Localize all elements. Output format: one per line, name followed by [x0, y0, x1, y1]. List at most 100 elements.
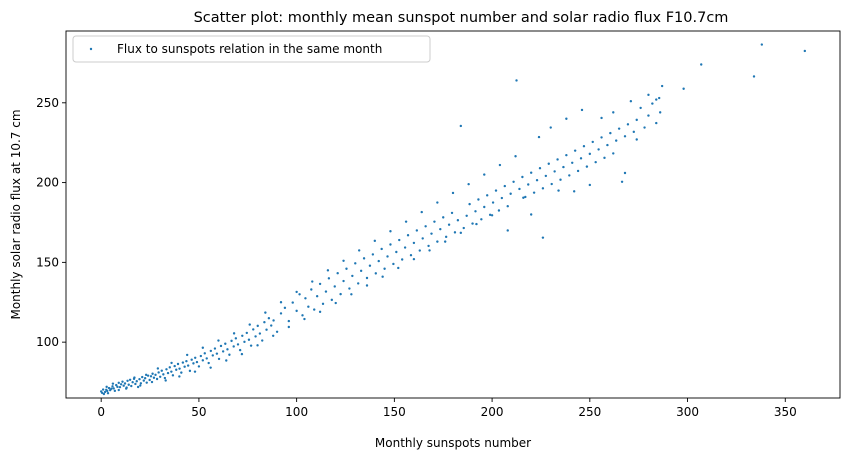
- data-point: [111, 382, 115, 385]
- data-point: [615, 139, 618, 142]
- data-point: [603, 156, 606, 160]
- data-point: [287, 325, 291, 329]
- data-point: [404, 220, 408, 223]
- data-point: [157, 371, 160, 374]
- data-point: [389, 243, 392, 246]
- data-point: [209, 366, 212, 369]
- data-point: [467, 182, 470, 186]
- chart-title: Scatter plot: monthly mean sunspot numbe…: [194, 10, 729, 26]
- data-point: [145, 381, 148, 384]
- data-point: [803, 49, 807, 53]
- data-point: [565, 117, 568, 120]
- data-point: [230, 339, 233, 343]
- data-point: [207, 361, 210, 365]
- data-point: [236, 343, 240, 346]
- data-point: [166, 371, 170, 375]
- data-point: [121, 380, 124, 383]
- data-point: [342, 259, 345, 262]
- x-tick-label: 0: [97, 405, 105, 419]
- data-point: [134, 382, 137, 386]
- data-point: [232, 345, 235, 348]
- data-point: [261, 339, 264, 342]
- data-point: [163, 376, 167, 380]
- legend-label: Flux to sunspots relation in the same mo…: [117, 42, 382, 56]
- data-point: [573, 149, 577, 152]
- data-point: [234, 337, 238, 340]
- data-point: [324, 290, 328, 293]
- data-point: [395, 250, 398, 254]
- data-point: [760, 43, 764, 46]
- data-point: [201, 359, 205, 362]
- data-point: [447, 223, 451, 226]
- data-point: [623, 171, 627, 175]
- x-tick-label: 150: [383, 405, 406, 419]
- data-point: [752, 75, 756, 78]
- data-point: [362, 257, 366, 260]
- data-point: [359, 269, 363, 273]
- data-point: [173, 364, 176, 368]
- data-point: [428, 249, 431, 252]
- data-point: [488, 213, 492, 217]
- data-point: [380, 247, 383, 251]
- data-point: [535, 178, 539, 182]
- data-point: [500, 196, 504, 200]
- plot-frame: [65, 30, 841, 399]
- data-point: [175, 368, 178, 371]
- data-point: [348, 287, 351, 290]
- data-point: [521, 175, 524, 179]
- data-point: [119, 383, 123, 386]
- data-point: [176, 362, 180, 366]
- data-point: [165, 368, 168, 371]
- data-point: [371, 253, 375, 256]
- data-point: [660, 84, 664, 88]
- data-point: [321, 302, 325, 306]
- data-point: [264, 311, 267, 314]
- data-point: [330, 298, 334, 302]
- data-point: [144, 373, 148, 377]
- data-point: [562, 165, 565, 169]
- data-point: [565, 153, 568, 157]
- data-point: [497, 209, 501, 212]
- data-point: [193, 370, 197, 373]
- data-point: [527, 183, 530, 186]
- data-point: [594, 160, 597, 164]
- data-point: [351, 274, 354, 278]
- data-point: [240, 352, 244, 356]
- data-point: [350, 293, 353, 296]
- data-point: [131, 381, 134, 384]
- data-point: [311, 280, 314, 283]
- data-point: [133, 376, 136, 379]
- data-point: [154, 373, 157, 377]
- data-point: [318, 282, 322, 286]
- data-point: [339, 292, 342, 296]
- data-point: [111, 385, 114, 388]
- data-point: [392, 262, 395, 266]
- data-point: [247, 338, 251, 341]
- data-point: [118, 385, 122, 389]
- data-point: [164, 379, 167, 382]
- data-point: [225, 359, 228, 362]
- y-axis-ticks: 100 150 200 250: [36, 96, 66, 349]
- x-axis-label: Monthly sunspots number: [375, 436, 531, 450]
- data-point: [287, 319, 291, 323]
- data-point: [128, 378, 132, 382]
- data-point: [186, 364, 190, 367]
- data-point: [139, 384, 142, 387]
- data-point: [142, 379, 145, 382]
- data-point: [254, 335, 257, 338]
- data-point: [585, 165, 589, 168]
- data-point: [490, 214, 494, 217]
- data-point: [194, 356, 197, 359]
- data-point: [506, 229, 509, 232]
- data-point: [409, 253, 413, 257]
- data-point: [468, 202, 471, 206]
- x-tick-label: 50: [191, 405, 206, 419]
- data-point: [579, 157, 583, 160]
- data-point: [155, 377, 159, 381]
- data-point: [418, 249, 421, 252]
- data-point: [522, 196, 525, 199]
- data-point: [557, 189, 560, 192]
- data-point: [658, 96, 661, 100]
- data-point: [122, 384, 125, 387]
